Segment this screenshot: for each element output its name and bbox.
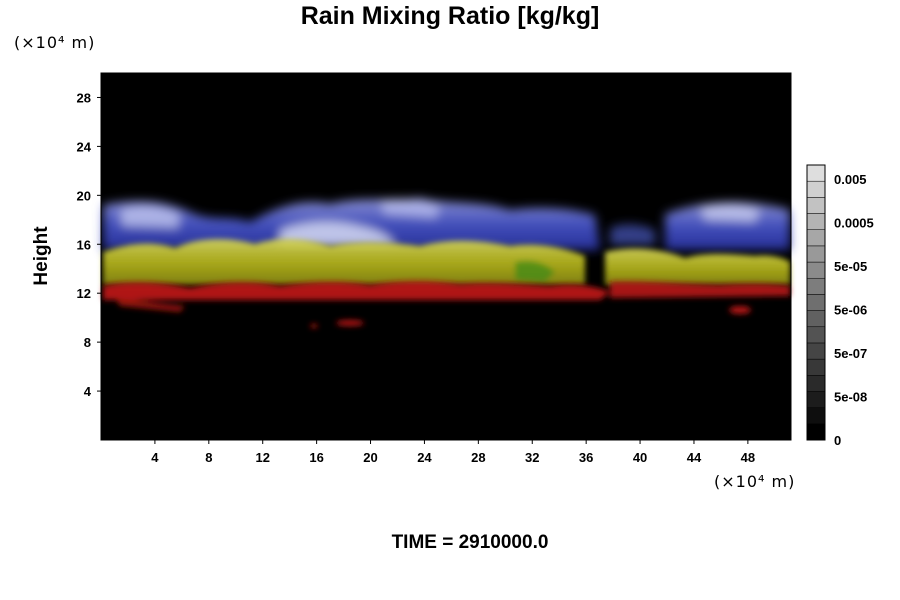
y-tick-label: 12 [77,286,91,301]
x-tick-label: 20 [363,450,377,465]
y-tick-label: 28 [77,90,91,105]
plot-frame [100,72,792,441]
x-tick-label: 24 [417,450,432,465]
time-label: TIME = 2910000.0 [391,532,549,553]
colorbar-swatch [806,310,826,328]
colorbar-swatch [806,229,826,247]
cloud-field [103,198,790,328]
y-tick-label: 4 [84,384,92,399]
x-tick-label: 40 [633,450,647,465]
colorbar-label: 5e-05 [834,259,867,274]
colorbar-swatch [806,164,826,182]
x-tick-label: 12 [255,450,269,465]
y-tick-label: 8 [84,335,91,350]
chart-title: Rain Mixing Ratio [kg/kg] [300,2,600,30]
x-tick-label: 36 [579,450,593,465]
y-tick-label: 20 [77,188,91,203]
x-tick-label: 4 [151,450,159,465]
y-unit-label: (×10⁴ m) [14,33,96,52]
y-axis-ticks: 4 8 12 16 20 24 28 [77,90,101,399]
colorbar-swatch [806,245,826,263]
x-unit-label: (×10⁴ m) [714,472,796,491]
colorbar-swatch [806,277,826,295]
colorbar-swatch [806,391,826,408]
colorbar: 0.005 0.0005 5e-05 5e-06 5e-07 5e-08 0 [806,164,874,448]
x-tick-label: 28 [471,450,485,465]
x-tick-label: 16 [309,450,323,465]
colorbar-swatch [806,197,826,214]
y-tick-label: 16 [77,237,91,252]
colorbar-label: 5e-07 [834,346,867,361]
x-axis-ticks: 4 8 12 16 20 24 28 32 36 40 44 48 [151,440,755,465]
colorbar-frame [806,164,826,441]
colorbar-swatch [806,358,826,376]
yellow-band [103,238,790,285]
red-band [103,281,790,328]
colorbar-swatch [806,342,826,360]
colorbar-label: 0 [834,433,841,448]
colorbar-swatch [806,423,826,441]
y-tick-label: 24 [77,139,92,154]
colorbar-label: 0.0005 [834,216,874,231]
colorbar-label: 5e-06 [834,303,867,318]
colorbar-swatch [806,375,826,392]
colorbar-label: 5e-08 [834,390,867,405]
x-tick-label: 8 [205,450,212,465]
colorbar-swatch [806,180,826,198]
x-tick-label: 32 [525,450,539,465]
colorbar-swatch [806,407,826,425]
colorbar-swatch [806,294,826,311]
colorbar-label: 0.005 [834,172,867,187]
blue-band [103,198,790,250]
x-tick-label: 44 [687,450,702,465]
colorbar-swatch [806,261,826,279]
colorbar-swatch [806,213,826,230]
colorbar-swatch [806,326,826,344]
x-tick-label: 48 [741,450,755,465]
